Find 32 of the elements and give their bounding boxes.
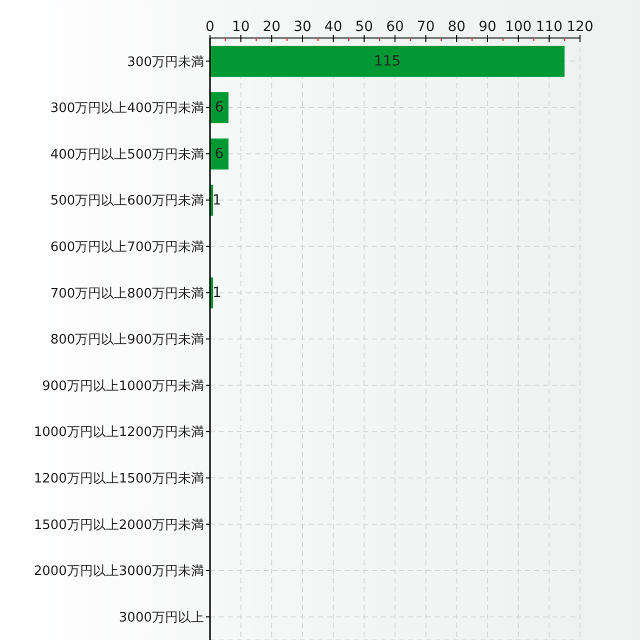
y-tick-label: 300万円以上400万円未満: [50, 101, 204, 116]
x-tick-label: 70: [416, 19, 435, 35]
y-tick-label: 3000万円以上: [118, 610, 204, 626]
x-tick-label: 120: [566, 19, 594, 35]
x-tick-label: 80: [448, 19, 466, 35]
x-tick-label: 110: [536, 19, 563, 35]
data-label: 1: [212, 192, 222, 208]
y-tick-label: 2000万円以上3000万円未満: [34, 564, 204, 580]
x-tick-label: 40: [324, 19, 342, 35]
y-tick-label: 800万円以上900万円未満: [50, 332, 204, 348]
data-label: 1: [212, 284, 222, 301]
x-tick-label: 20: [262, 19, 281, 35]
data-label: 6: [214, 146, 224, 162]
data-label: 6: [214, 100, 224, 116]
data-label: 115: [374, 53, 401, 70]
x-tick-label: 90: [478, 19, 496, 35]
y-tick-label: 700万円以上800万円未満: [50, 286, 204, 302]
y-tick-label: 1500万円以上2000万円未満: [34, 518, 204, 533]
x-tick-label: 30: [294, 19, 312, 35]
x-tick-label: 10: [232, 19, 250, 35]
y-tick-label: 400万円以上500万円未満: [50, 147, 204, 162]
x-tick-label: 0: [206, 19, 214, 35]
x-tick-label: 60: [386, 19, 404, 35]
y-tick-label: 900万円以上1000万円未満: [42, 378, 204, 394]
bar: [210, 46, 565, 77]
y-tick-label: 600万円以上700万円未満: [50, 240, 204, 255]
y-tick-label: 300万円未満: [127, 54, 204, 70]
y-tick-label: 500万円以上600万円未満: [50, 194, 204, 209]
x-tick-label: 50: [355, 19, 374, 35]
y-tick-label: 1000万円以上1200万円未満: [34, 425, 204, 440]
y-tick-label: 1200万円以上1500万円未満: [34, 472, 204, 487]
x-tick-label: 100: [504, 19, 532, 35]
